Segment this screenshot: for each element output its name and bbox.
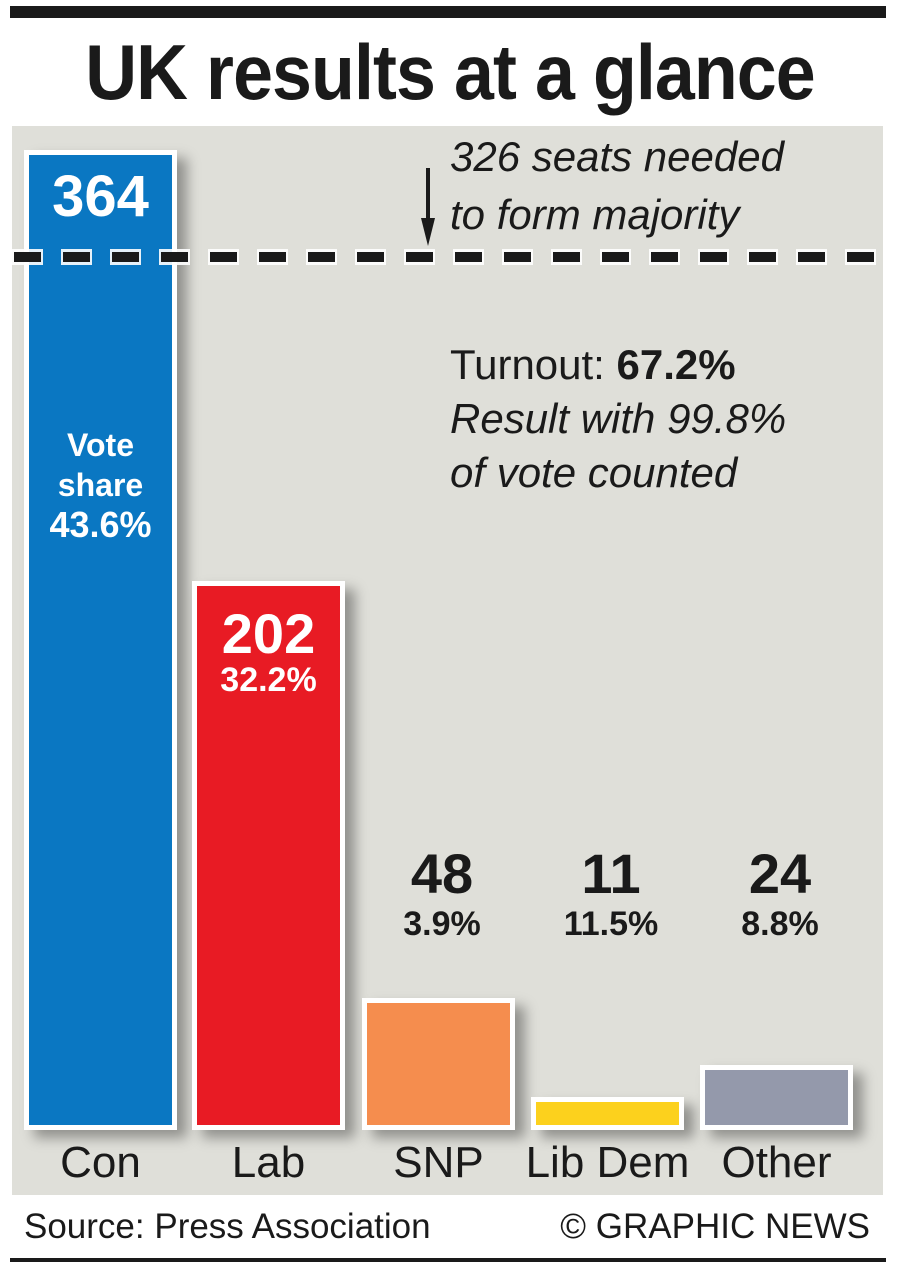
vote-label: Vote (67, 427, 134, 463)
bar-snp (362, 998, 515, 1130)
bar-lab-seats: 202 (221, 602, 316, 665)
bar-other (700, 1065, 853, 1130)
turnout-line: Turnout: 67.2% (450, 338, 786, 392)
majority-note: 326 seats needed to form majority (450, 132, 784, 240)
majority-note-line2: to form majority (450, 191, 740, 238)
label-libdem: Lib Dem (525, 1138, 690, 1187)
turnout-label: Turnout: (450, 341, 605, 388)
label-lab: Lab (231, 1138, 306, 1187)
turnout-block: Turnout: 67.2% Result with 99.8% of vote… (450, 338, 786, 500)
label-other: Other (721, 1138, 832, 1187)
libdem-share: 11.5% (563, 905, 659, 943)
top-rule (10, 6, 886, 18)
source-text: Source: Press Association (24, 1207, 431, 1246)
bar-lab-share: 32.2% (220, 661, 317, 699)
bar-con: 364 Vote share 43.6% (24, 150, 177, 1130)
credit-text: © GRAPHIC NEWS (560, 1207, 870, 1246)
majority-line (14, 252, 882, 262)
snp-share: 3.9% (403, 905, 481, 943)
bar-con-share-label: Vote share 43.6% (29, 425, 172, 545)
share-label: share (57, 467, 144, 503)
bar-con-seats: 364 (52, 164, 149, 229)
label-snp: SNP (393, 1138, 484, 1187)
bar-lab: 202 32.2% (192, 581, 345, 1130)
libdem-seats: 11 (581, 842, 641, 905)
majority-note-line1: 326 seats needed (450, 133, 784, 180)
bottom-rule (10, 1258, 886, 1262)
turnout-value: 67.2% (616, 341, 736, 388)
chart-title: UK results at a glance (85, 28, 815, 116)
count-note-line2: of vote counted (450, 449, 738, 496)
bar-con-share: 43.6% (49, 504, 152, 545)
label-con: Con (60, 1138, 141, 1187)
other-share: 8.8% (741, 905, 819, 943)
bar-libdem (531, 1097, 684, 1130)
count-note-line1: Result with 99.8% (450, 395, 787, 442)
other-seats: 24 (748, 842, 812, 905)
arrow-down-icon (421, 168, 435, 246)
snp-seats: 48 (410, 842, 474, 905)
